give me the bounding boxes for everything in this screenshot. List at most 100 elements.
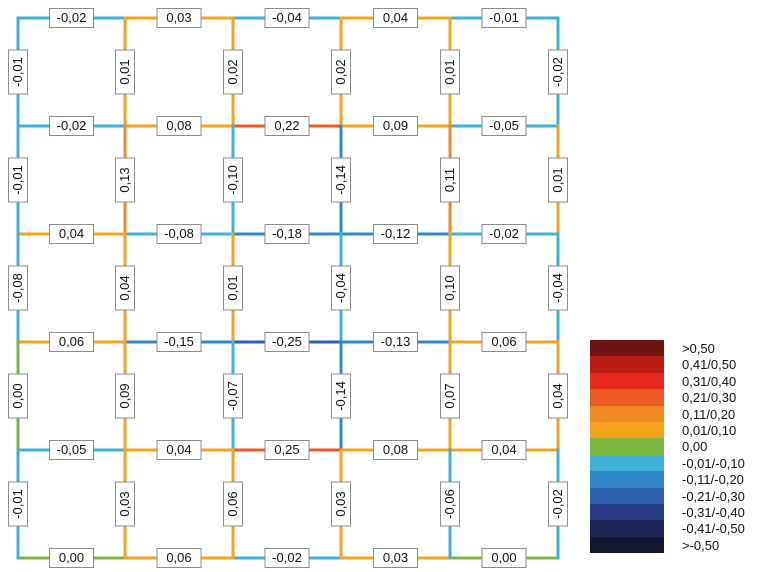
edge-label-vertical: -0,02 — [548, 481, 568, 527]
edge-value: -0,02 — [57, 118, 87, 133]
edge-value: -0,08 — [10, 273, 25, 303]
edge-label-vertical: 0,01 — [548, 157, 568, 203]
edge-value: 0,02 — [225, 59, 240, 84]
legend-item: >-0,50 — [590, 536, 750, 554]
label-box — [331, 265, 351, 311]
edge-value: 0,04 — [383, 10, 408, 25]
label-box — [223, 265, 243, 311]
label-box — [331, 157, 351, 203]
legend-item: -0,21/-0,30 — [590, 487, 750, 504]
edge-value: -0,01 — [10, 165, 25, 195]
edge-value: -0,05 — [489, 118, 519, 133]
label-box — [481, 440, 527, 460]
edge-label-horizontal: 0,06 — [481, 332, 527, 352]
edge-label-vertical: -0,14 — [331, 157, 351, 203]
edge-value: -0,05 — [57, 442, 87, 457]
label-box — [548, 49, 568, 95]
edge-value: -0,15 — [164, 334, 194, 349]
edge-value: 0,06 — [225, 491, 240, 516]
edge-value: -0,01 — [10, 489, 25, 519]
edge-label-vertical: 0,13 — [115, 157, 135, 203]
legend-swatch — [590, 536, 664, 554]
edge-label-vertical: -0,04 — [548, 265, 568, 311]
edge-label-vertical: -0,14 — [331, 373, 351, 419]
edge-label-vertical: 0,03 — [115, 481, 135, 527]
legend-item: 0,31/0,40 — [590, 372, 750, 390]
legend-label: -0,31/-0,40 — [682, 505, 745, 520]
edge-label-vertical: 0,06 — [223, 481, 243, 527]
legend-item: >0,50 — [590, 340, 750, 357]
label-box — [49, 116, 94, 136]
edge-label-vertical: -0,10 — [223, 157, 243, 203]
label-box — [548, 481, 568, 527]
label-box — [481, 224, 527, 244]
edge-value: -0,01 — [10, 57, 25, 87]
edge-value: 0,06 — [491, 334, 516, 349]
edge-value: -0,14 — [333, 381, 348, 411]
edge-label-vertical: 0,04 — [548, 373, 568, 419]
edge-label-horizontal: 0,03 — [373, 548, 418, 568]
edge-label-horizontal: -0,02 — [264, 548, 310, 568]
edge-label-horizontal: -0,18 — [264, 224, 310, 244]
legend-swatch — [590, 422, 664, 439]
legend-swatch — [590, 356, 664, 373]
edge-value: 0,09 — [117, 383, 132, 408]
legend-swatch — [590, 520, 664, 537]
label-box — [548, 373, 568, 419]
label-box — [548, 265, 568, 311]
legend-label: 0,00 — [682, 439, 708, 455]
edge-label-horizontal: 0,08 — [373, 440, 418, 460]
label-box — [440, 481, 460, 527]
legend-label: >0,50 — [682, 341, 715, 356]
legend-label: -0,21/-0,30 — [682, 488, 745, 504]
label-box — [115, 373, 135, 419]
label-box — [481, 8, 527, 28]
edge-label-horizontal: -0,08 — [156, 224, 202, 244]
label-box — [331, 373, 351, 419]
edge-label-horizontal: -0,12 — [373, 224, 418, 244]
label-box — [49, 440, 94, 460]
legend-swatch — [590, 340, 664, 357]
label-box — [331, 49, 351, 95]
edge-label-horizontal: 0,22 — [264, 116, 310, 136]
label-box — [373, 8, 418, 28]
edge-value: 0,01 — [117, 59, 132, 84]
edge-label-horizontal: 0,03 — [156, 8, 202, 28]
legend-label: 0,11/0,20 — [682, 406, 736, 422]
label-box — [481, 332, 527, 352]
edge-value: 0,00 — [59, 550, 84, 565]
label-box — [481, 116, 527, 136]
edge-value: 0,09 — [383, 118, 408, 133]
edge-label-horizontal: 0,00 — [49, 548, 94, 568]
label-box — [264, 440, 310, 460]
edge-value: 0,00 — [491, 550, 516, 565]
legend-swatch — [590, 487, 664, 504]
legend-label: -0,41/-0,50 — [682, 521, 745, 537]
edge-layer — [16, 16, 560, 560]
edge-label-vertical: 0,02 — [331, 49, 351, 95]
edge-label-vertical: 0,01 — [440, 49, 460, 95]
edge-value: 0,04 — [166, 442, 191, 457]
edge-value: -0,10 — [225, 165, 240, 195]
edge-label-horizontal: -0,04 — [264, 8, 310, 28]
edge-value: 0,01 — [442, 59, 457, 84]
edge-value: 0,06 — [166, 550, 191, 565]
edge-value: -0,06 — [442, 489, 457, 519]
edge-label-horizontal: 0,25 — [264, 440, 310, 460]
edge-label-horizontal: 0,04 — [481, 440, 527, 460]
label-box — [373, 116, 418, 136]
label-box — [223, 481, 243, 527]
label-box — [440, 157, 460, 203]
edge-label-vertical: -0,04 — [331, 265, 351, 311]
edge-label-vertical: -0,08 — [8, 265, 28, 311]
legend-swatch — [590, 471, 664, 488]
edge-value: 0,01 — [225, 275, 240, 300]
label-box — [264, 332, 310, 352]
edge-label-vertical: 0,10 — [440, 265, 460, 311]
label-box — [440, 373, 460, 419]
label-box — [373, 224, 418, 244]
legend-item: 0,01/0,10 — [590, 422, 750, 439]
legend-label: -0,11/-0,20 — [682, 472, 744, 488]
legend-label: 0,21/0,30 — [682, 390, 737, 406]
